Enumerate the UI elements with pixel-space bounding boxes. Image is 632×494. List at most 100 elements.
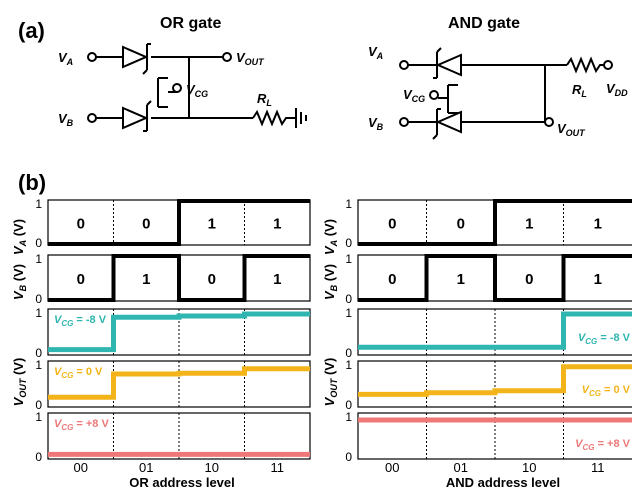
and-vcg-zero-label: VCG = 0 V (582, 384, 631, 398)
and-subplot-frame (357, 308, 632, 356)
and-gate-circuit: AND gate (399, 15, 613, 140)
and-tick-zero: 0 (345, 292, 352, 306)
and-vb-bit-label: 0 (525, 271, 533, 288)
and-va-bit-label: 0 (388, 216, 396, 233)
and-vdd-terminal (603, 60, 613, 70)
and-tick-zero: 0 (345, 236, 352, 250)
or-vb-bit-label: 0 (77, 271, 85, 288)
and-vb-label: VB (368, 115, 384, 132)
and-vdd-label: VDD (606, 81, 628, 98)
ylabel-vout-and: VOUT (V) (322, 358, 339, 407)
or-diode-bottom (122, 106, 149, 130)
or-category-label: 01 (139, 460, 153, 475)
and-tick-one: 1 (345, 410, 352, 424)
and-tick-one: 1 (345, 358, 352, 372)
or-diode-top (122, 45, 149, 69)
or-vout-terminal (222, 52, 232, 62)
or-vout-label: VOUT (236, 50, 265, 67)
and-vcg-pos-label: VCG = +8 V (575, 438, 630, 452)
or-va-bit-label: 1 (273, 216, 281, 233)
and-vb-signal-line (358, 254, 632, 302)
or-gate-title: OR gate (160, 15, 221, 32)
or-vb-bit-label: 1 (273, 271, 281, 288)
and-vb-bit-label: 1 (594, 271, 602, 288)
and-vout-terminal (544, 117, 554, 127)
and-vout-label: VOUT (557, 121, 586, 138)
or-tick-zero: 0 (35, 450, 42, 464)
and-va-bit-label: 1 (525, 216, 533, 233)
ylabel-vout-or: VOUT (V) (11, 358, 28, 407)
and-va-label: VA (368, 44, 383, 61)
ylabel-va-or: VA (V) (11, 219, 28, 255)
and-diode-top (435, 53, 462, 77)
or-vb-label: VB (58, 111, 74, 128)
or-va-label: VA (58, 50, 73, 67)
and-vcg-terminal (429, 90, 439, 100)
or-tick-one: 1 (35, 197, 42, 211)
ylabel-vb-and: VB (V) (322, 264, 339, 300)
or-resistor (252, 109, 296, 127)
and-rl-label: RL (572, 82, 587, 99)
or-va-bit-label: 0 (77, 216, 85, 233)
or-va-bit-label: 0 (142, 216, 150, 233)
and-va-signal-line (358, 199, 632, 246)
and-vcg-neg-label: VCG = -8 V (578, 332, 631, 346)
ylabel-vb-or: VB (V) (11, 264, 28, 300)
and-gate-labels: VA VB VCG VOUT RL VDD (368, 44, 628, 138)
and-resistor (566, 56, 604, 74)
or-vcg-pos-label: VCG = +8 V (54, 418, 109, 432)
or-vb-bit-label: 0 (208, 271, 216, 288)
or-vout-series-line (48, 311, 310, 353)
or-tick-zero: 0 (35, 236, 42, 250)
or-vb-terminal (87, 113, 97, 123)
and-tick-one: 1 (345, 197, 352, 211)
and-tick-one: 1 (345, 306, 352, 320)
or-category-label: 00 (74, 460, 88, 475)
and-vb-bit-label: 1 (457, 271, 465, 288)
panel-b-label: (b) (18, 170, 46, 195)
and-tick-zero: 0 (345, 450, 352, 464)
or-tick-one: 1 (35, 410, 42, 424)
or-category-label: 11 (271, 460, 285, 475)
and-category-label: 00 (385, 460, 399, 475)
and-va-bit-label: 0 (457, 216, 465, 233)
or-vcg-label: VCG (186, 82, 208, 99)
and-category-label: 01 (454, 460, 468, 475)
and-subplot-frame (357, 360, 632, 408)
and-tick-one: 1 (345, 252, 352, 266)
and-category-label: 10 (522, 460, 536, 475)
or-rl-label: RL (257, 91, 272, 108)
or-vb-bit-label: 1 (142, 271, 150, 288)
or-va-bit-label: 1 (208, 216, 216, 233)
and-diode-bottom (435, 110, 462, 134)
panel-a-label: (a) (18, 18, 45, 43)
or-vout-series-line (48, 366, 310, 400)
and-vout-series-line (358, 311, 632, 350)
or-category-label: 10 (205, 460, 219, 475)
or-vcg-terminal (172, 83, 182, 93)
and-vout-series-line (358, 364, 632, 397)
or-tick-zero: 0 (35, 292, 42, 306)
and-vb-terminal (399, 117, 409, 127)
or-gate-circuit: OR gate (87, 15, 307, 132)
y-axis-labels: VA (V) VB (V) VOUT (V) VA (V) VB (V) VOU… (11, 219, 339, 406)
or-xlabel: OR address level (129, 475, 235, 490)
and-vb-bit-label: 0 (388, 271, 396, 288)
and-tick-zero: 0 (345, 346, 352, 360)
or-vcg-neg-label: VCG = -8 V (54, 314, 107, 328)
or-va-signal-line (48, 199, 310, 246)
and-vcg-label: VCG (403, 87, 425, 104)
or-tick-zero: 0 (35, 346, 42, 360)
and-subplot-frame (357, 412, 632, 460)
or-tick-zero: 0 (35, 398, 42, 412)
and-xlabel: AND address level (446, 475, 560, 490)
ylabel-va-and: VA (V) (322, 219, 339, 255)
and-gate-title: AND gate (448, 15, 520, 32)
or-gate-labels: VA VB VCG VOUT RL (58, 50, 272, 128)
and-tick-zero: 0 (345, 398, 352, 412)
or-vcg-zero-label: VCG = 0 V (54, 366, 103, 380)
and-category-label: 11 (591, 460, 605, 475)
or-tick-one: 1 (35, 358, 42, 372)
